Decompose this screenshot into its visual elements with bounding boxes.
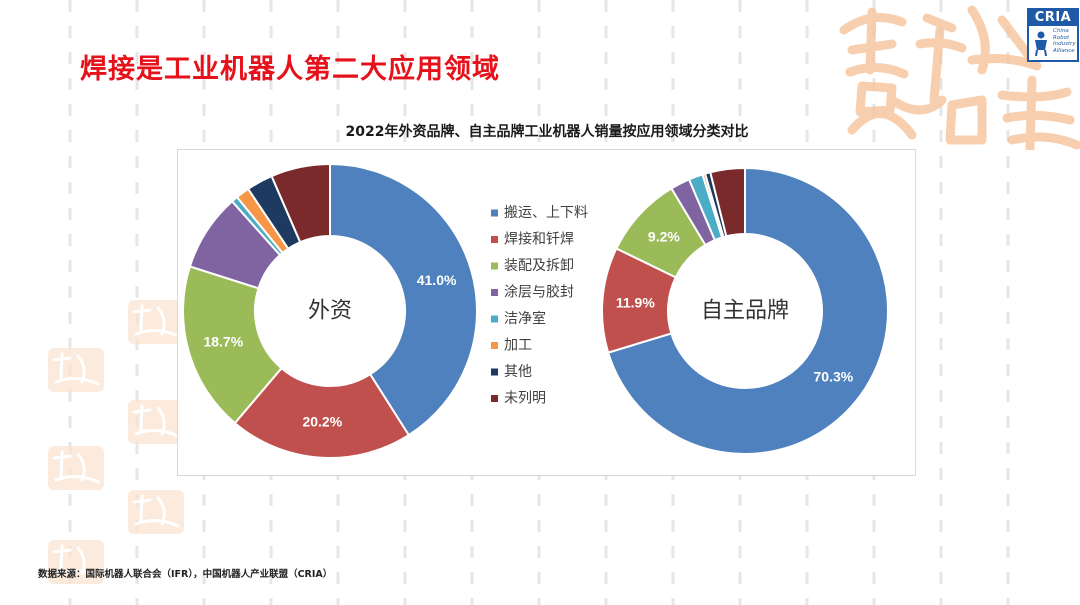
slice-data-label: 9.2% (648, 229, 680, 245)
data-source-note: 数据来源：国际机器人联合会（IFR），中国机器人产业联盟（CRIA） (38, 569, 333, 580)
robot-figure-icon (1035, 31, 1047, 56)
donut-slice (270, 162, 331, 244)
logo-line: Industry (1053, 41, 1076, 47)
chart-title: 2022年外资品牌、自主品牌工业机器人销量按应用领域分类对比 (345, 124, 749, 140)
calligraphy-seal-small (128, 400, 184, 444)
donut-slice (233, 366, 411, 459)
legend-label: 涂层与胶封 (504, 284, 574, 301)
logo-line: Alliance (1053, 47, 1075, 54)
logo-line: Robot (1053, 34, 1070, 41)
legend-swatch (491, 342, 498, 349)
slice-data-label: 20.2% (302, 414, 342, 430)
legend-label: 加工 (504, 338, 532, 354)
cria-logo: CRIA China Robot Industry Alliance (1027, 8, 1079, 62)
legend-swatch (491, 368, 498, 376)
slice-data-label: 11.9% (616, 294, 655, 310)
donut-slice (329, 162, 478, 437)
legend-swatch (491, 315, 498, 323)
legend-swatch (491, 395, 498, 402)
slice-data-label: 41.0% (417, 272, 457, 288)
calligraphy-seal-small (128, 490, 184, 534)
calligraphy-seal-small (128, 300, 184, 344)
legend-label: 未列明 (504, 391, 546, 407)
legend-swatch (491, 209, 498, 217)
slice-data-label: 18.7% (203, 334, 243, 350)
legend-swatch (491, 262, 498, 270)
donut-center-label: 自主品牌 (701, 299, 789, 324)
calligraphy-seal-small (48, 446, 104, 490)
calligraphy-seal-small (48, 348, 104, 392)
logo-subtitle: China Robot Industry Alliance (1053, 28, 1076, 54)
calligraphy-seal-large (839, 5, 1080, 150)
legend-swatch (491, 289, 498, 296)
legend-label: 其他 (504, 364, 532, 380)
legend-label: 搬运、上下料 (504, 205, 588, 221)
logo-abbr: CRIA (1029, 10, 1077, 26)
donut-slice (709, 166, 746, 238)
donut-center-label: 外资 (308, 299, 352, 324)
legend-swatch (491, 236, 498, 243)
donut-slice (606, 166, 889, 455)
legend-label: 焊接和钎焊 (504, 231, 574, 248)
donut-slice (182, 265, 283, 425)
slide-title: 焊接是工业机器人第二大应用领域 (80, 54, 500, 85)
calligraphy-seal-small (48, 540, 104, 584)
legend-label: 装配及拆卸 (504, 258, 574, 274)
legend-label: 洁净室 (504, 310, 546, 327)
logo-line: China (1053, 28, 1069, 34)
slice-data-label: 70.3% (814, 368, 854, 384)
